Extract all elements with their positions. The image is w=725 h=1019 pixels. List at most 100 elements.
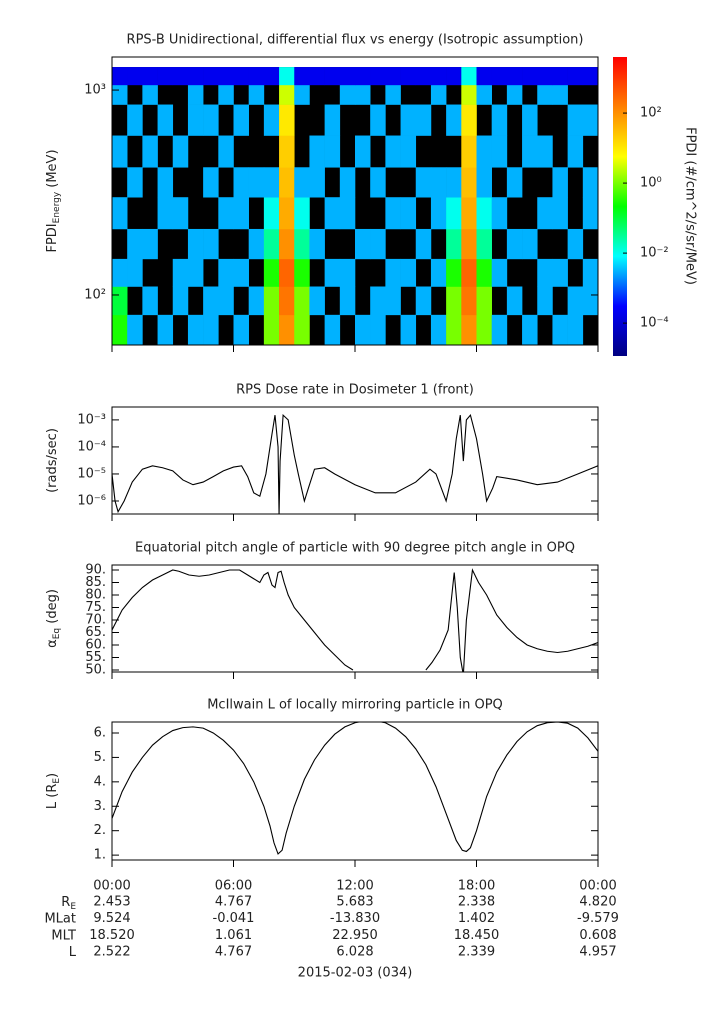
spectrogram-cell — [461, 104, 477, 136]
spectrogram-cell — [430, 314, 447, 345]
spectrogram-cell — [461, 167, 477, 198]
spectrogram-cell — [263, 67, 280, 86]
spectrogram-cell — [370, 314, 386, 345]
y-tick-label: 10³ — [84, 83, 106, 98]
spectrogram-cell — [430, 167, 447, 198]
spectrogram-cell — [279, 314, 295, 345]
spectrogram-cell — [430, 84, 447, 105]
spectrogram-cell — [142, 228, 158, 260]
spectrogram-cell — [506, 167, 523, 198]
y-axis-label-part: E — [52, 778, 62, 784]
spectrogram-cell — [294, 258, 310, 287]
spectrogram-cell — [309, 135, 325, 168]
spectrogram-cell — [552, 84, 568, 105]
y-axis-label-part: (MeV) — [45, 149, 60, 191]
ephemeris-value: 22.950 — [332, 928, 378, 943]
spectrogram-cell — [127, 104, 143, 136]
ephemeris-label-part: MLT — [51, 928, 76, 943]
ephemeris-value: 4.957 — [579, 945, 616, 960]
spectrogram-cell — [461, 84, 477, 105]
spectrogram-cell — [172, 67, 189, 86]
x-tick-label: 00:00 — [93, 879, 130, 894]
spectrogram-cell — [582, 167, 598, 198]
spectrogram-cell — [522, 104, 538, 136]
spectrogram-cell — [294, 197, 310, 230]
spectrogram-cell — [339, 167, 356, 198]
spectrogram-cell — [552, 258, 568, 287]
spectrogram-cell — [309, 286, 325, 316]
spectrogram-cell — [218, 258, 234, 287]
spectrogram-cell — [476, 84, 492, 105]
plot-frame — [111, 564, 599, 673]
spectrogram-cell — [370, 228, 386, 260]
y-tick-label: 3. — [94, 799, 106, 814]
y-tick-label: 2. — [94, 823, 106, 838]
spectrogram-cell — [279, 228, 295, 260]
spectrogram-cell — [324, 197, 341, 230]
colorbar-tick-label: 10² — [640, 106, 662, 121]
spectrogram-cell — [461, 135, 477, 168]
spectrogram-cell — [355, 67, 371, 86]
colorbar-tick-label: 10⁰ — [640, 176, 662, 191]
spectrogram-cell — [142, 286, 158, 316]
spectrogram-cell — [552, 197, 568, 230]
spectrogram-cell — [491, 258, 508, 287]
spectrogram-cell — [172, 197, 189, 230]
spectrogram-cell — [142, 67, 158, 86]
spectrogram-cell — [324, 258, 341, 287]
spectrogram-cell — [430, 197, 447, 230]
ephemeris-label-part: E — [70, 902, 76, 912]
spectrogram-cell — [355, 135, 371, 168]
spectrogram-cell — [294, 286, 310, 316]
spectrogram-cell — [157, 104, 174, 136]
spectrogram-cell — [385, 197, 401, 230]
spectrogram-cell — [187, 314, 204, 345]
spectrogram-cell — [415, 67, 432, 86]
y-axis-label-part: FPDI — [45, 223, 60, 252]
y-tick-label: 55. — [85, 650, 106, 665]
ephemeris-value: 18.450 — [454, 928, 500, 943]
spectrogram-cell — [248, 167, 265, 198]
spectrogram-cell — [582, 286, 598, 316]
spectrogram-cell — [218, 286, 234, 316]
chart-title: RPS-B Unidirectional, differential flux … — [127, 33, 584, 48]
y-tick-label: 10⁻⁵ — [77, 466, 106, 481]
spectrogram-cell — [446, 104, 462, 136]
ephemeris-value: 2.522 — [93, 945, 130, 960]
spectrogram-cell — [233, 104, 249, 136]
spectrogram-cell — [476, 286, 492, 316]
spectrogram-cell — [263, 314, 280, 345]
spectrogram-cell — [339, 67, 356, 86]
spectrogram-cell — [218, 197, 234, 230]
spectrogram-cell — [263, 167, 280, 198]
spectrogram-cell — [582, 67, 598, 86]
spectrogram-cell — [157, 67, 174, 86]
ephemeris-value: -13.830 — [330, 911, 380, 926]
y-axis-label: αEq (deg) — [45, 589, 62, 648]
spectrogram-cell — [370, 286, 386, 316]
spectrogram-cell — [263, 197, 280, 230]
y-tick-label: 50. — [85, 663, 106, 678]
spectrogram-cell — [218, 84, 234, 105]
y-tick-label: 65. — [85, 625, 106, 640]
y-tick-label: 70. — [85, 613, 106, 628]
spectrogram-cell — [324, 104, 341, 136]
spectrogram-cell — [203, 167, 219, 198]
spectrogram-cell — [172, 286, 189, 316]
spectrogram-cell — [294, 84, 310, 105]
spectrogram-cell — [506, 286, 523, 316]
spectrogram-cell — [324, 67, 341, 86]
spectrogram-cell — [476, 314, 492, 345]
spectrogram-cell — [309, 228, 325, 260]
plot-area — [112, 568, 598, 672]
spectrogram-cell — [187, 67, 204, 86]
plot-frame — [111, 721, 599, 861]
spectrogram-cell — [339, 197, 356, 230]
y-tick-label: 10⁻³ — [77, 412, 106, 427]
spectrogram-cell — [400, 258, 417, 287]
spectrogram-cell — [355, 314, 371, 345]
spectrogram-cell — [203, 104, 219, 136]
spectrogram-cell — [187, 258, 204, 287]
y-axis-label: L (RE) — [45, 773, 62, 809]
